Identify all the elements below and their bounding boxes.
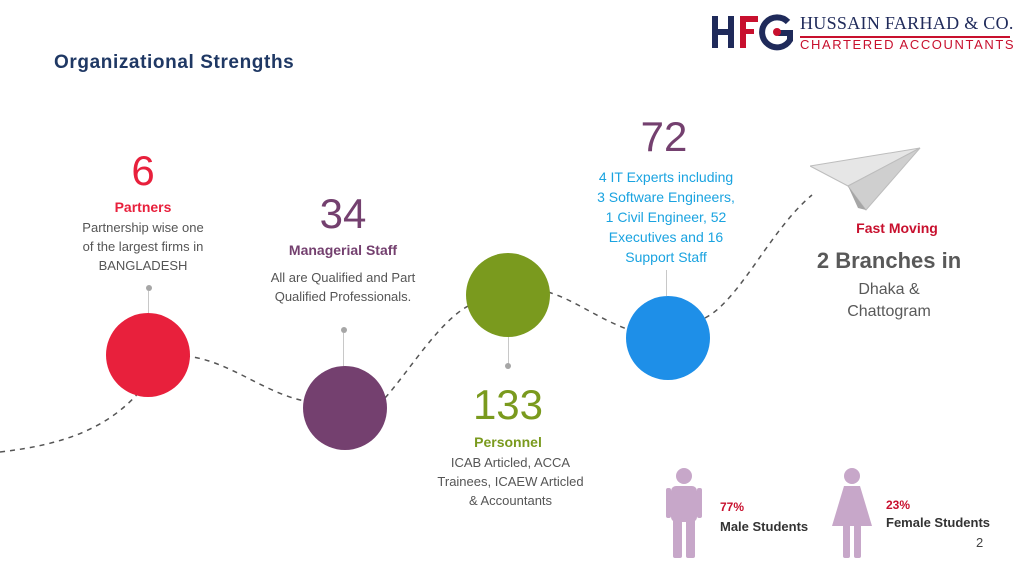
personnel-count: 133 <box>472 381 544 428</box>
personnel-label: Personnel <box>474 434 542 450</box>
partners-count: 6 <box>131 147 155 194</box>
staff-count: 72 <box>640 113 688 160</box>
page-title: Organizational Strengths <box>54 52 295 73</box>
male-label: Male Students <box>720 519 809 534</box>
male-person-icon <box>666 468 702 558</box>
company-subtitle: CHARTERED ACCOUNTANTS <box>800 37 1016 52</box>
personnel-pin-line <box>508 337 509 364</box>
staff-circle <box>626 296 710 380</box>
partners-pin-line <box>148 291 149 313</box>
paper-plane-icon <box>810 147 921 211</box>
managerial-label: Managerial Staff <box>288 242 398 258</box>
personnel-circle <box>466 253 550 337</box>
partners-pin-dot <box>146 285 152 291</box>
partners-circle <box>106 313 190 397</box>
company-name: HUSSAIN FARHAD & CO. <box>800 13 1014 33</box>
branches-cities: Dhaka & Chattogram <box>847 281 931 320</box>
managerial-circle <box>303 366 387 450</box>
female-label: Female Students <box>886 515 991 530</box>
hfg-logo-icon <box>712 14 793 51</box>
staff-pin-line <box>666 270 667 296</box>
branches-headline: 2 Branches in <box>816 248 962 273</box>
managerial-pin-dot <box>341 327 347 333</box>
managerial-description: All are Qualified and Part Qualified Pro… <box>270 270 416 304</box>
branches-tag: Fast Moving <box>856 220 938 236</box>
personnel-pin-dot <box>505 363 511 369</box>
managerial-pin-line <box>343 333 344 367</box>
partners-description: Partnership wise one of the largest firm… <box>82 220 204 273</box>
female-person-icon <box>832 468 872 558</box>
female-percent: 23% <box>886 498 911 512</box>
logo-divider <box>800 36 1010 38</box>
personnel-description: ICAB Articled, ACCA Trainees, ICAEW Arti… <box>437 455 584 508</box>
partners-label: Partners <box>114 199 172 215</box>
page-number: 2 <box>976 535 984 550</box>
managerial-count: 34 <box>319 190 367 237</box>
male-percent: 77% <box>720 500 745 514</box>
staff-description: 4 IT Experts including 3 Software Engine… <box>597 169 735 265</box>
